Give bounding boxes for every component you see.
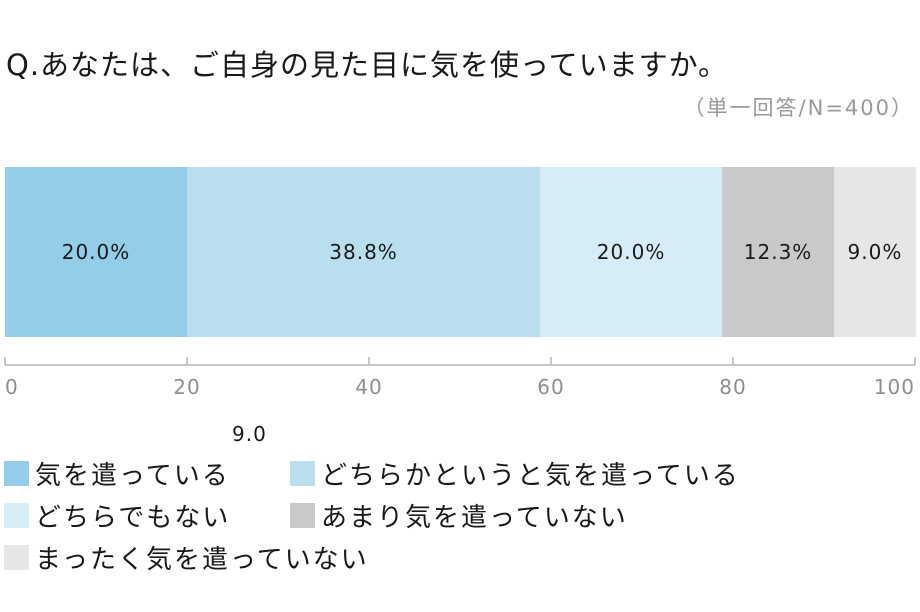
bar-segment xyxy=(722,167,835,337)
legend: 気を遣っている どちらかというと気を遣っている どちらでもない あまり気を遣って… xyxy=(4,452,914,578)
legend-swatch xyxy=(4,502,29,528)
x-tick-label: 60 xyxy=(537,375,564,399)
legend-item: 気を遣っている xyxy=(4,455,290,492)
sample-size-note: （単一回答/N=400） xyxy=(683,96,914,120)
bar-segment xyxy=(5,167,187,337)
bar-value-label: 20.0% xyxy=(62,240,131,264)
bar-value-label: 38.8% xyxy=(329,240,398,264)
legend-swatch xyxy=(290,502,315,528)
legend-swatch xyxy=(4,460,29,486)
x-tick-label: 20 xyxy=(173,375,200,399)
bar-segment xyxy=(834,167,916,337)
stray-value-label: 9.0 xyxy=(232,422,267,446)
stacked-bar-chart: 20.0% 38.8% 20.0% 12.3% 9.0% 0 20 40 60 80 100 xyxy=(4,167,916,399)
bar-value-label: 9.0% xyxy=(848,240,903,264)
bar-value-label: 12.3% xyxy=(744,240,813,264)
legend-item: あまり気を遣っていない xyxy=(290,497,628,534)
legend-item: どちらかというと気を遣っている xyxy=(290,455,740,492)
x-tick-label: 80 xyxy=(719,375,746,399)
x-tick-label: 40 xyxy=(355,375,382,399)
chart-title: Q.あなたは、ご自身の見た目に気を使っていますか。 xyxy=(6,48,729,82)
legend-label: 気を遣っている xyxy=(35,460,230,491)
legend-label: どちらでもない xyxy=(35,502,231,533)
legend-label: あまり気を遣っていない xyxy=(321,502,628,533)
legend-swatch xyxy=(290,460,315,486)
legend-item: どちらでもない xyxy=(4,497,290,534)
bar-segment xyxy=(187,167,541,337)
legend-label: どちらかというと気を遣っている xyxy=(321,460,740,491)
x-tick-label: 0 xyxy=(5,375,19,399)
bar-segment xyxy=(540,167,723,337)
legend-swatch xyxy=(4,544,29,570)
x-tick-label: 100 xyxy=(874,375,915,399)
legend-item: まったく気を遣っていない xyxy=(4,539,367,576)
legend-label: まったく気を遣っていない xyxy=(35,544,369,575)
bar-value-label: 20.0% xyxy=(597,240,666,264)
